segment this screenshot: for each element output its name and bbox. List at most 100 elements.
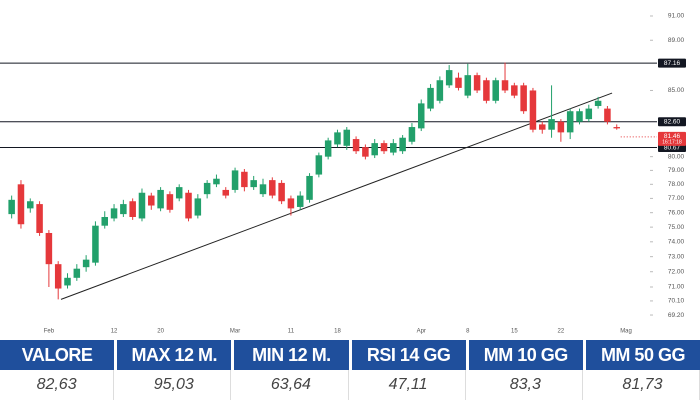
candle-body [464, 75, 472, 96]
candle-body [417, 103, 425, 129]
x-tick-label: 11 [288, 329, 295, 335]
candle-body [427, 87, 434, 109]
candle-body [120, 204, 127, 215]
candle-body [194, 198, 202, 216]
value-cell: 82,63 [0, 370, 115, 400]
candle-body [278, 182, 285, 202]
y-tick-label: 73.00 [668, 253, 685, 260]
header-cell: VALORE [0, 340, 115, 370]
candle-body [269, 180, 276, 196]
candle-body [17, 184, 25, 225]
candle-body [557, 121, 565, 133]
last-price-box [658, 131, 686, 146]
trendline [60, 92, 613, 300]
candle-body [101, 216, 109, 226]
y-tick-label: 78.00 [668, 181, 685, 188]
candle-body [613, 127, 620, 129]
y-tick-label: 74.00 [668, 239, 685, 246]
candle-body [501, 80, 509, 91]
candle-body [296, 195, 304, 207]
candle-body [380, 143, 388, 152]
candle-body [148, 195, 155, 206]
candle-body [259, 184, 267, 195]
y-tick-label: 75.00 [668, 224, 685, 231]
candle-body [287, 198, 295, 209]
y-tick-label: 77.00 [668, 195, 685, 202]
candle-body [548, 119, 555, 130]
stats-table: VALORE 82,63 MAX 12 M. 95,03 MIN 12 M. 63,64 R… [0, 340, 700, 400]
candle-body [362, 147, 369, 157]
table-column: VALORE 82,63 [0, 340, 115, 400]
candle-body [576, 111, 583, 122]
candle-body [538, 124, 546, 130]
candle-body [166, 194, 174, 210]
candle-body [399, 137, 406, 152]
candle-body [436, 80, 444, 101]
table-column: MAX 12 M. 95,03 [117, 340, 232, 400]
candle-body [27, 201, 34, 209]
candle-body [129, 201, 136, 217]
header-cell: MM 10 GG [468, 340, 583, 370]
y-tick-label: 70.10 [668, 298, 685, 305]
last-price-label: 81.46 [664, 133, 681, 140]
candle-body [390, 143, 397, 153]
candle-body [306, 175, 313, 200]
candle-body [511, 85, 518, 96]
table-column: MIN 12 M. 63,64 [234, 340, 349, 400]
level-label: 80.67 [664, 144, 681, 151]
candle-body [175, 187, 183, 199]
x-tick-label: Feb [44, 329, 55, 335]
x-tick-label: 18 [334, 329, 341, 335]
candle-body [566, 111, 574, 133]
candle-body [352, 139, 360, 152]
candle-body [110, 208, 118, 219]
candle-body [455, 77, 462, 88]
candle-body [203, 182, 211, 195]
table-column: RSI 14 GG 47,11 [351, 340, 466, 400]
level-label: 87.16 [664, 60, 681, 67]
candle-body [241, 171, 248, 188]
header-cell: RSI 14 GG [351, 340, 466, 370]
y-tick-label: 80.00 [668, 153, 685, 160]
y-tick-label: 79.00 [668, 167, 685, 174]
candle-body [594, 100, 602, 106]
x-tick-label: 15 [511, 329, 518, 335]
x-tick-label: Mag [620, 329, 632, 335]
header-cell: MM 50 GG [585, 340, 700, 370]
y-tick-label: 72.00 [668, 268, 685, 275]
level-box [658, 58, 686, 68]
level-label: 82.60 [664, 118, 681, 125]
candle-body [315, 155, 323, 175]
y-tick-label: 69.20 [668, 312, 685, 319]
candle-body [92, 225, 99, 263]
y-tick-label: 89.00 [668, 37, 685, 44]
candle-body [334, 132, 341, 145]
candle-body [222, 189, 230, 196]
candle-body [73, 268, 81, 278]
candle-body [473, 75, 481, 91]
candle-body [529, 90, 537, 130]
x-tick-label: Mar [230, 329, 240, 335]
candle-body [371, 143, 378, 156]
candle-body [585, 108, 593, 120]
x-tick-label: Apr [417, 329, 426, 335]
candle-body [604, 108, 611, 122]
header-cell: MAX 12 M. [117, 340, 232, 370]
value-cell: 95,03 [117, 370, 232, 400]
x-tick-label: 12 [111, 329, 118, 335]
candle-body [138, 192, 146, 219]
candle-body [520, 85, 527, 112]
candle-body [54, 264, 62, 289]
candle-body [492, 80, 499, 101]
x-tick-label: 22 [558, 329, 565, 335]
y-tick-label: 76.00 [668, 209, 685, 216]
value-cell: 47,11 [352, 370, 466, 400]
candle-body [343, 129, 351, 146]
table-column: MM 50 GG 81,73 [585, 340, 700, 400]
y-tick-label: 85.00 [668, 87, 685, 94]
candle-body [324, 140, 332, 157]
candle-body [157, 189, 164, 209]
candle-body [408, 127, 416, 142]
level-box [658, 117, 686, 127]
value-cell: 81,73 [586, 370, 700, 400]
